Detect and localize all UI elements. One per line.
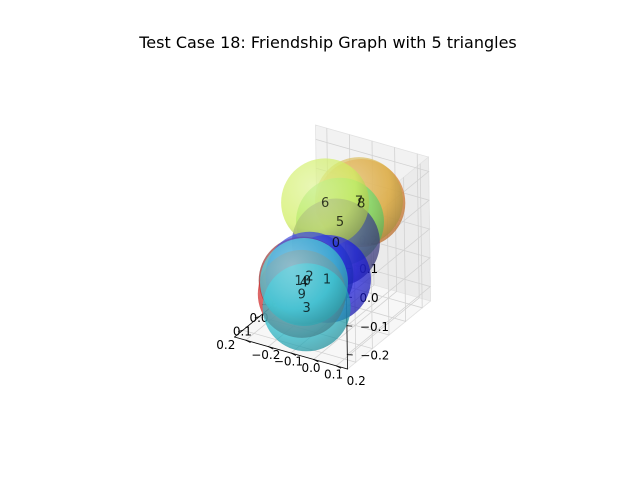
point-label-10: 10 — [294, 274, 311, 289]
sphere-6 — [281, 158, 370, 247]
sphere-markers — [257, 157, 406, 352]
y-tick-label-3: 0.1 — [324, 367, 343, 381]
y-tick-2 — [290, 352, 297, 356]
x-tick-4 — [238, 329, 244, 332]
point-label-3: 3 — [302, 301, 310, 316]
point-label-5: 5 — [336, 215, 344, 230]
y-tick-4 — [335, 365, 342, 369]
grid-line-y-4 — [335, 153, 420, 367]
point-label-8: 8 — [357, 197, 365, 212]
point-label-7: 7 — [355, 195, 363, 210]
point-label-1: 1 — [323, 272, 331, 287]
x-tick-3 — [254, 316, 260, 319]
y-tick-3 — [313, 358, 319, 363]
y-tick-label-0: −0.2 — [251, 348, 280, 362]
y-tick-1 — [267, 346, 274, 350]
x-tick-label-3: 0.1 — [233, 325, 252, 339]
chart-title: Test Case 18: Friendship Graph with 5 tr… — [139, 33, 517, 52]
x-tick-label-4: 0.2 — [216, 338, 235, 352]
point-label-2: 2 — [305, 269, 313, 284]
y-tick-0 — [245, 339, 251, 344]
y-tick-label-4: 0.2 — [347, 374, 366, 388]
y-tick-label-1: −0.1 — [274, 355, 303, 369]
y-tick-label-2: 0.0 — [301, 361, 320, 375]
point-label-6: 6 — [321, 196, 329, 211]
point-label-4: 4 — [300, 276, 308, 291]
point-label-9: 9 — [298, 287, 306, 302]
sphere-4 — [260, 238, 348, 326]
point-label-0: 0 — [332, 236, 340, 251]
z-tick-label-0: −0.2 — [360, 349, 389, 363]
z-tick-label-1: −0.1 — [360, 320, 389, 334]
